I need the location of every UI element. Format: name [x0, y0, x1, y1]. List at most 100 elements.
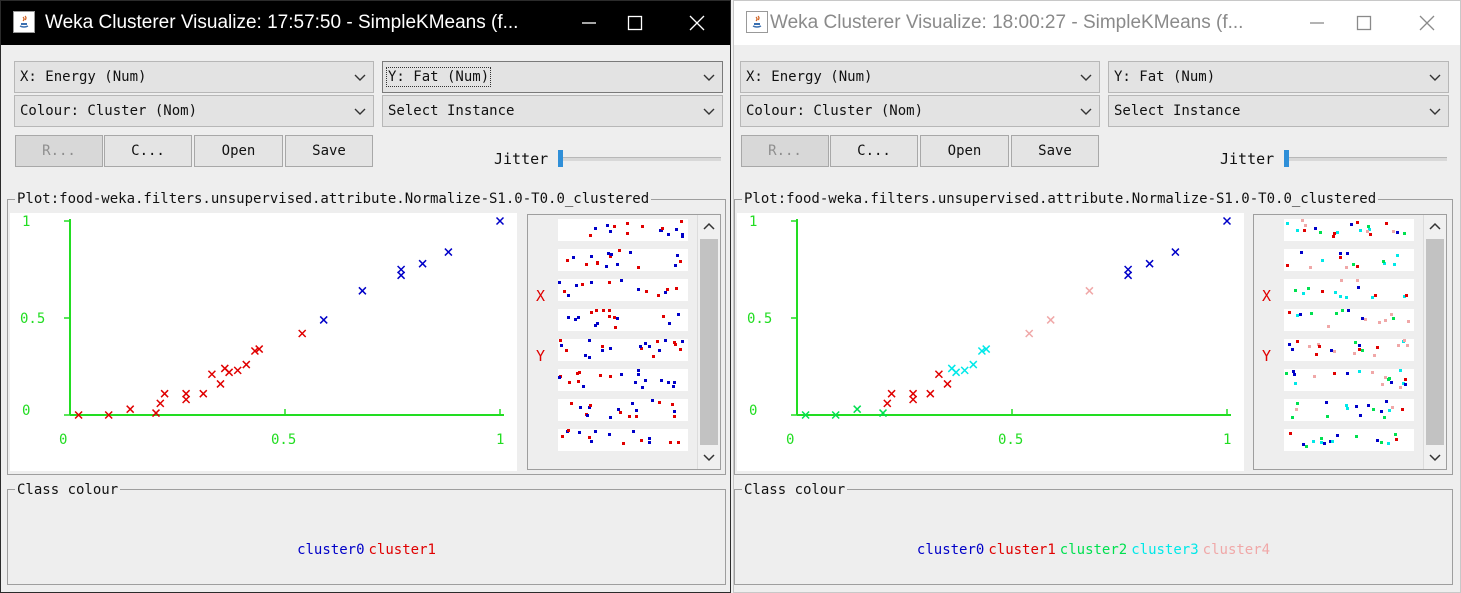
data-point-cluster4[interactable]: [1085, 286, 1094, 295]
attribute-strip[interactable]: [1284, 399, 1414, 421]
scroll-down-icon[interactable]: [698, 447, 720, 469]
title-bar[interactable]: Weka Clusterer Visualize: 18:00:27 - Sim…: [734, 1, 1460, 45]
data-point-cluster1[interactable]: [182, 389, 191, 398]
attribute-strip[interactable]: [558, 339, 688, 361]
legend-cluster3[interactable]: cluster3: [1131, 542, 1199, 558]
data-point-cluster3[interactable]: [947, 364, 956, 373]
data-point-cluster0[interactable]: [397, 265, 406, 274]
attribute-strip[interactable]: [1284, 249, 1414, 271]
open-button[interactable]: Open: [920, 135, 1009, 167]
data-point-cluster2[interactable]: [853, 405, 862, 414]
jitter-slider[interactable]: [1285, 157, 1447, 161]
scroll-down-icon[interactable]: [1424, 447, 1446, 469]
colour-combo[interactable]: Colour: Cluster (Nom): [14, 95, 374, 127]
data-point-cluster1[interactable]: [233, 366, 242, 375]
data-point-cluster1[interactable]: [220, 364, 229, 373]
data-point-cluster4[interactable]: [1025, 329, 1034, 338]
save-button[interactable]: Save: [1011, 135, 1099, 167]
attribute-strip[interactable]: [1284, 339, 1414, 361]
data-point-cluster1[interactable]: [883, 399, 892, 408]
legend-cluster0[interactable]: cluster0: [297, 542, 365, 558]
attribute-strip[interactable]: [1284, 309, 1414, 331]
x-axis-combo[interactable]: X: Energy (Num): [740, 61, 1100, 93]
y-axis-combo[interactable]: Y: Fat (Num): [382, 61, 723, 93]
data-point-cluster2[interactable]: [831, 410, 840, 420]
scroll-up-icon[interactable]: [1424, 215, 1446, 237]
data-point-cluster1[interactable]: [934, 370, 943, 379]
jitter-slider-thumb[interactable]: [1284, 150, 1289, 167]
data-point-cluster4[interactable]: [1046, 315, 1055, 324]
data-point-cluster0[interactable]: [444, 248, 453, 257]
clear-button[interactable]: C...: [104, 135, 192, 167]
reset-button[interactable]: R...: [15, 135, 103, 167]
attribute-strip[interactable]: [558, 399, 688, 421]
attribute-strip[interactable]: [1284, 429, 1414, 451]
data-point-cluster3[interactable]: [977, 346, 986, 356]
data-point-cluster2[interactable]: [801, 410, 810, 420]
reset-button[interactable]: R...: [741, 135, 829, 167]
data-point-cluster1[interactable]: [151, 409, 161, 418]
data-point-cluster3[interactable]: [969, 360, 978, 369]
select-instance-combo[interactable]: Select Instance: [382, 95, 723, 127]
data-point-cluster0[interactable]: [1222, 216, 1232, 226]
data-point-cluster1[interactable]: [909, 395, 918, 404]
data-point-cluster0[interactable]: [1145, 259, 1154, 268]
data-point-cluster3[interactable]: [982, 345, 991, 354]
x-axis-combo[interactable]: X: Energy (Num): [14, 61, 374, 93]
select-instance-combo[interactable]: Select Instance: [1108, 95, 1449, 127]
open-button[interactable]: Open: [194, 135, 283, 167]
data-point-cluster1[interactable]: [943, 379, 952, 388]
maximize-button[interactable]: [1341, 1, 1387, 45]
data-point-cluster1[interactable]: [887, 389, 896, 398]
legend-cluster1[interactable]: cluster1: [988, 542, 1056, 558]
maximize-button[interactable]: [612, 1, 658, 45]
data-point-cluster0[interactable]: [1171, 248, 1180, 257]
attribute-strip[interactable]: [558, 429, 688, 451]
data-point-cluster0[interactable]: [495, 216, 505, 226]
scrollbar-thumb[interactable]: [1426, 239, 1444, 445]
data-point-cluster0[interactable]: [358, 286, 367, 295]
scroll-up-icon[interactable]: [698, 215, 720, 237]
y-axis-combo[interactable]: Y: Fat (Num): [1108, 61, 1449, 93]
data-point-cluster2[interactable]: [878, 409, 888, 418]
data-point-cluster3[interactable]: [960, 366, 969, 375]
legend-cluster0[interactable]: cluster0: [916, 542, 985, 558]
attribute-strip[interactable]: [558, 219, 688, 241]
scatter-plot[interactable]: 0 0.5 1 1 0.5 0: [10, 213, 517, 471]
legend-cluster1[interactable]: cluster1: [368, 542, 436, 558]
save-button[interactable]: Save: [285, 135, 373, 167]
data-point-cluster1[interactable]: [298, 329, 307, 338]
data-point-cluster0[interactable]: [418, 259, 427, 268]
attribute-strip[interactable]: [558, 279, 688, 301]
data-point-cluster1[interactable]: [216, 379, 225, 388]
data-point-cluster1[interactable]: [199, 389, 208, 398]
data-point-cluster1[interactable]: [926, 389, 935, 398]
data-point-cluster1[interactable]: [182, 395, 191, 404]
scrollbar-thumb[interactable]: [700, 239, 718, 445]
data-point-cluster1[interactable]: [160, 389, 169, 398]
attribute-strip[interactable]: [1284, 219, 1414, 241]
attribute-scrollbar[interactable]: [697, 215, 720, 469]
data-point-cluster1[interactable]: [207, 370, 216, 379]
attribute-strip[interactable]: [1284, 279, 1414, 301]
data-point-cluster0[interactable]: [1124, 265, 1133, 274]
title-bar[interactable]: Weka Clusterer Visualize: 17:57:50 - Sim…: [1, 1, 730, 45]
attribute-scrollbar[interactable]: [1423, 215, 1446, 469]
data-point-cluster0[interactable]: [397, 271, 406, 280]
close-button[interactable]: [674, 1, 720, 45]
data-point-cluster1[interactable]: [909, 389, 918, 398]
scatter-plot[interactable]: 0 0.5 1 1 0.5 0: [737, 213, 1244, 471]
attribute-strip[interactable]: [1284, 369, 1414, 391]
data-point-cluster1[interactable]: [156, 399, 165, 408]
data-point-cluster1[interactable]: [242, 360, 251, 369]
data-point-cluster1[interactable]: [74, 410, 83, 420]
data-point-cluster1[interactable]: [250, 346, 259, 356]
colour-combo[interactable]: Colour: Cluster (Nom): [740, 95, 1100, 127]
attribute-strip[interactable]: [558, 369, 688, 391]
data-point-cluster0[interactable]: [319, 315, 328, 324]
data-point-cluster1[interactable]: [255, 345, 264, 354]
data-point-cluster0[interactable]: [1124, 271, 1133, 280]
attribute-strip[interactable]: [558, 309, 688, 331]
legend-cluster2[interactable]: cluster2: [1059, 542, 1128, 558]
data-point-cluster1[interactable]: [126, 405, 135, 414]
